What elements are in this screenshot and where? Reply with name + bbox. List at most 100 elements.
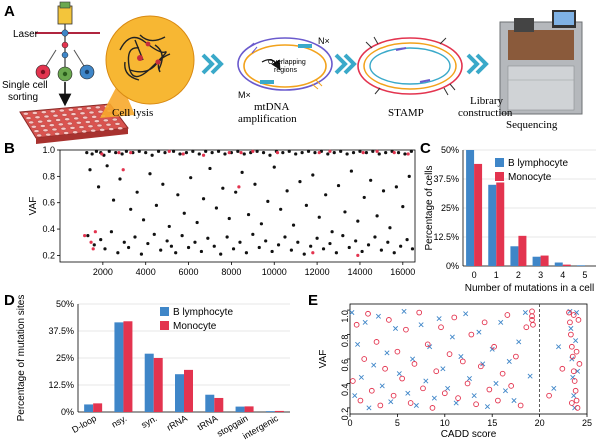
legend-swatch	[160, 321, 169, 330]
point-black	[272, 165, 276, 169]
point-o	[572, 387, 579, 394]
point-x-stroke	[405, 390, 411, 396]
well	[40, 124, 46, 128]
panel-b-letter: B	[4, 140, 15, 157]
point-o	[416, 309, 423, 316]
point-black	[139, 252, 144, 256]
point-black	[174, 251, 178, 255]
point-red	[100, 152, 104, 156]
point-black	[270, 249, 274, 254]
well	[114, 122, 121, 126]
well	[64, 117, 70, 121]
point-black	[242, 152, 246, 156]
point-black	[133, 235, 137, 239]
point-black	[360, 249, 364, 254]
well	[41, 110, 47, 114]
point-black	[169, 244, 174, 248]
point-black	[150, 153, 154, 157]
y-tick-label: 37.5%	[48, 326, 74, 336]
point-black	[375, 214, 379, 218]
point-black	[371, 149, 375, 153]
point-x	[574, 310, 580, 316]
well	[99, 128, 105, 132]
point-black	[279, 207, 283, 211]
point-black	[291, 223, 296, 227]
x-axis-label: CADD score	[441, 429, 497, 440]
point-o	[529, 308, 535, 315]
point-red	[361, 151, 365, 155]
x-tick-label: 12000	[305, 267, 330, 277]
point-x	[375, 313, 381, 319]
bar	[244, 406, 254, 412]
point-black	[328, 241, 332, 246]
point-black	[281, 151, 285, 155]
point-black	[366, 243, 371, 247]
x-tick-label: nsy.	[110, 413, 129, 430]
point-black	[92, 243, 96, 247]
point-o	[570, 312, 577, 318]
well	[45, 133, 51, 137]
point-black	[159, 248, 163, 252]
point-x-stroke	[498, 319, 504, 325]
point-o	[438, 324, 444, 331]
point-black	[146, 241, 150, 246]
point-red	[239, 151, 243, 155]
point-black	[313, 151, 317, 155]
point-red	[89, 240, 93, 244]
point-x	[516, 339, 522, 345]
point-black	[294, 152, 298, 156]
y-tick-label: 0.2	[340, 408, 350, 421]
point-black	[206, 236, 210, 240]
point-black	[189, 176, 193, 180]
point-black	[94, 149, 99, 153]
y-tick-label: 0.6	[42, 198, 55, 208]
overlapping-regions-line2: regions	[274, 67, 297, 74]
point-o	[517, 402, 524, 409]
point-x-stroke	[551, 385, 557, 391]
well	[112, 118, 118, 122]
point-o	[368, 387, 375, 394]
point-red	[129, 151, 133, 155]
point-black	[186, 245, 191, 250]
x-tick-label: 16000	[390, 267, 415, 277]
point-black	[354, 239, 358, 243]
point-x	[498, 319, 504, 325]
point-x-stroke	[384, 350, 390, 356]
point-red	[117, 151, 121, 155]
point-x-stroke	[431, 395, 437, 401]
point-red	[311, 251, 315, 255]
bar	[532, 256, 541, 266]
point-red	[356, 253, 360, 258]
point-black	[384, 151, 388, 155]
point-black	[261, 151, 266, 155]
well	[90, 129, 96, 133]
y-tick-label: 1.0	[340, 310, 350, 323]
point-x	[471, 393, 477, 399]
point-x-stroke	[527, 373, 533, 379]
point-black	[240, 170, 244, 174]
point-black	[116, 251, 120, 255]
point-black	[253, 182, 257, 186]
point-o	[491, 343, 497, 350]
well-plate-icon	[19, 103, 129, 144]
point-black	[141, 218, 146, 222]
point-x-stroke	[516, 339, 522, 345]
point-x-stroke	[466, 376, 472, 382]
point-red	[375, 149, 379, 153]
point-x-stroke	[375, 313, 381, 319]
y-tick-label: 0%	[446, 261, 459, 271]
point-red	[227, 151, 231, 155]
point-o	[459, 358, 466, 365]
well	[36, 133, 42, 137]
x-tick-label: 0	[347, 418, 352, 428]
y-axis-label: VAF	[318, 350, 329, 369]
point-x	[436, 316, 442, 322]
point-black	[266, 199, 270, 203]
point-black	[234, 190, 238, 194]
library-label-line2: construction	[458, 107, 513, 119]
point-o	[349, 378, 356, 384]
sequencing-label: Sequencing	[506, 119, 558, 131]
point-black	[126, 245, 131, 250]
point-o	[365, 310, 371, 317]
point-o	[568, 400, 575, 406]
